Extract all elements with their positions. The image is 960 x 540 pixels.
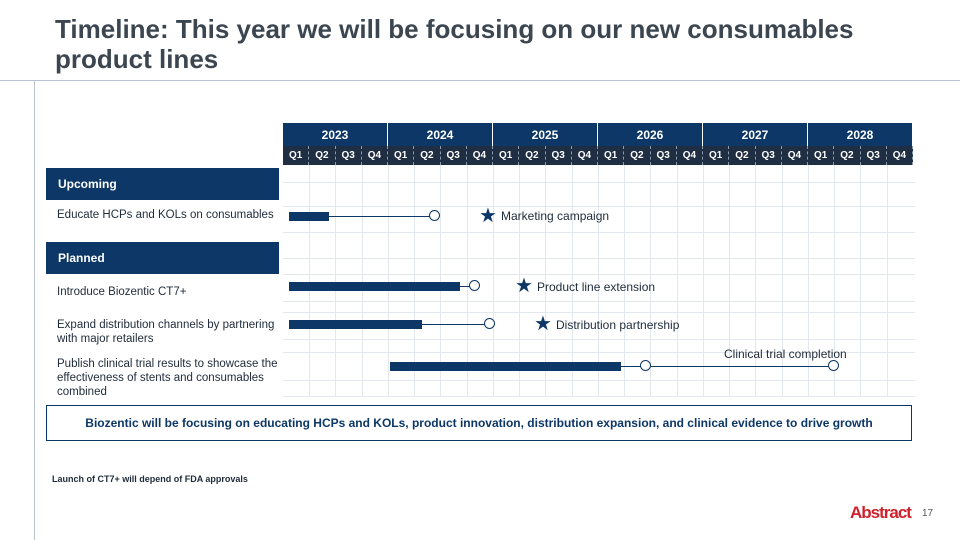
gantt-bar-ct7 xyxy=(289,282,460,291)
milestone-clinical-trial-completion: Clinical trial completion xyxy=(724,347,847,361)
quarter-header: Q1 xyxy=(283,146,310,165)
brand-logo: Abstract xyxy=(850,503,912,522)
grid-line xyxy=(834,165,835,397)
milestone-product-line-extension: Product line extension xyxy=(537,280,656,294)
year-header-2027: 2027 xyxy=(703,123,808,146)
grid-line xyxy=(677,165,678,397)
footnote: Launch of CT7+ will depend of FDA approv… xyxy=(52,474,248,484)
gantt-connector-distribution xyxy=(422,323,486,325)
quarter-header: Q1 xyxy=(493,146,520,165)
grid-line xyxy=(283,312,915,313)
quarter-header: Q4 xyxy=(676,146,703,165)
quarter-header: Q2 xyxy=(309,146,336,165)
grid-line xyxy=(808,165,809,397)
star-icon: ★ xyxy=(515,275,533,297)
year-header-2025: 2025 xyxy=(493,123,598,146)
grid-line xyxy=(309,165,310,397)
gantt-connector-ct7 xyxy=(460,285,471,287)
title-divider xyxy=(0,80,960,81)
grid-line xyxy=(283,301,915,302)
grid-line xyxy=(283,352,915,353)
gantt-connector-clinical-extension xyxy=(651,365,829,367)
quarter-header: Q3 xyxy=(545,146,572,165)
grid-line xyxy=(782,165,783,397)
quarter-header: Q2 xyxy=(414,146,441,165)
task-label-educate: Educate HCPs and KOLs on consumables xyxy=(57,209,274,221)
milestone-marketing-campaign: Marketing campaign xyxy=(501,209,610,223)
circle-icon xyxy=(640,360,651,371)
grid-line xyxy=(729,165,730,397)
grid-line xyxy=(440,165,441,397)
year-header-2024: 2024 xyxy=(388,123,493,146)
gantt-bar-clinical xyxy=(390,362,621,371)
quarter-header: Q3 xyxy=(755,146,782,165)
star-icon: ★ xyxy=(479,205,497,227)
grid-line xyxy=(388,165,389,397)
grid-line xyxy=(860,165,861,397)
circle-icon xyxy=(484,318,495,329)
grid-line xyxy=(624,165,625,397)
section-planned: Planned xyxy=(46,242,279,274)
task-label-distribution: Expand distribution channels by partneri… xyxy=(57,319,275,345)
grid-line xyxy=(283,339,915,340)
quarter-header: Q4 xyxy=(361,146,388,165)
quarter-header: Q3 xyxy=(335,146,362,165)
slide-title: Timeline: This year we will be focusing … xyxy=(55,14,854,74)
grid-line xyxy=(414,165,415,397)
grid-line xyxy=(283,396,915,397)
grid-line xyxy=(703,165,704,397)
grid-line xyxy=(283,206,915,207)
left-divider xyxy=(34,80,35,540)
grid-line xyxy=(362,165,363,397)
quarter-header: Q3 xyxy=(440,146,467,165)
quarter-header: Q1 xyxy=(598,146,625,165)
grid-line xyxy=(572,165,573,397)
year-header-2023: 2023 xyxy=(283,123,388,146)
gantt-connector-clinical xyxy=(621,365,641,367)
grid-line xyxy=(650,165,651,397)
quarter-header: Q4 xyxy=(466,146,493,165)
grid-line xyxy=(467,165,468,397)
gantt-bar-distribution xyxy=(289,320,422,329)
quarter-header: Q4 xyxy=(781,146,808,165)
quarter-header: Q1 xyxy=(808,146,835,165)
grid-line xyxy=(493,165,494,397)
grid-line xyxy=(283,380,915,381)
quarter-header: Q2 xyxy=(519,146,546,165)
year-header-2028: 2028 xyxy=(808,123,913,146)
grid-line xyxy=(519,165,520,397)
grid-line xyxy=(283,182,915,183)
gantt-connector-educate xyxy=(329,215,431,217)
star-icon: ★ xyxy=(534,313,552,335)
section-upcoming: Upcoming xyxy=(46,168,279,200)
grid-line xyxy=(887,165,888,397)
circle-icon xyxy=(429,210,440,221)
task-label-ct7: Introduce Biozentic CT7+ xyxy=(57,286,187,298)
circle-icon xyxy=(469,280,480,291)
grid-line xyxy=(598,165,599,397)
quarter-header: Q3 xyxy=(860,146,887,165)
year-header-2026: 2026 xyxy=(598,123,703,146)
grid-line xyxy=(755,165,756,397)
quarter-header: Q2 xyxy=(729,146,756,165)
quarter-header: Q2 xyxy=(834,146,861,165)
grid-line xyxy=(335,165,336,397)
quarter-header: Q4 xyxy=(886,146,913,165)
task-label-clinical: Publish clinical trial results to showca… xyxy=(57,358,278,398)
quarter-header: Q2 xyxy=(624,146,651,165)
quarter-header: Q4 xyxy=(571,146,598,165)
grid-line xyxy=(283,258,915,259)
summary-box: Biozentic will be focusing on educating … xyxy=(46,405,912,441)
grid-line xyxy=(283,274,915,275)
quarter-header: Q1 xyxy=(388,146,415,165)
milestone-distribution-partnership: Distribution partnership xyxy=(556,318,680,332)
grid-line xyxy=(545,165,546,397)
quarter-header: Q3 xyxy=(650,146,677,165)
gantt-bar-educate xyxy=(289,212,329,221)
circle-icon xyxy=(828,360,839,371)
page-number: 17 xyxy=(922,508,934,519)
quarter-header: Q1 xyxy=(703,146,730,165)
grid-line xyxy=(283,232,915,233)
